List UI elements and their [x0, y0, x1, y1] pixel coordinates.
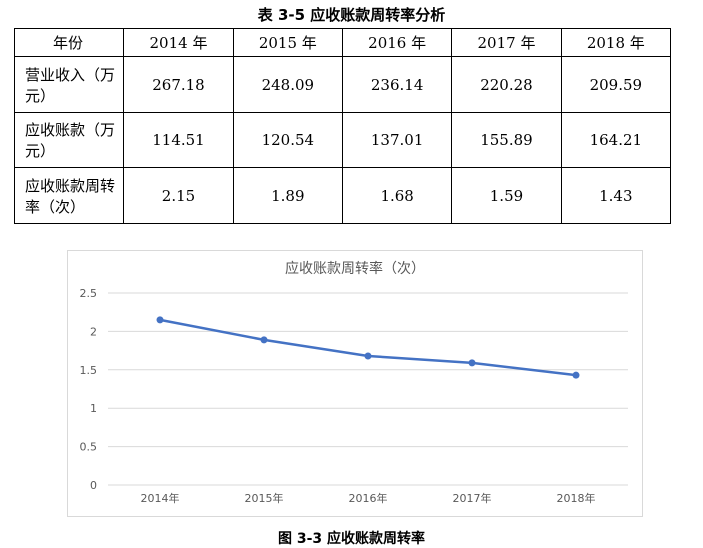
- table-header-row: 年份 2014 年 2015 年 2016 年 2017 年 2018 年: [13, 27, 672, 58]
- y-tick-label: 0.5: [80, 441, 98, 454]
- table-cell: 267.18: [123, 56, 234, 113]
- table-cell: 236.14: [341, 56, 453, 113]
- table-row: 应收账款周转率（次） 2.15 1.89 1.68 1.59 1.43: [13, 167, 672, 224]
- chart-title: 应收账款周转率（次）: [285, 260, 425, 277]
- table-row: 应收账款（万元） 114.51 120.54 137.01 155.89 164…: [13, 111, 672, 169]
- y-tick-label: 0: [90, 479, 97, 492]
- series-line: [159, 318, 577, 377]
- x-tick-label: 2018年: [557, 491, 596, 505]
- table-cell: 248.09: [232, 56, 343, 113]
- header-cell: 2014 年: [123, 27, 234, 58]
- table-cell: 120.54: [232, 111, 343, 169]
- figure-caption: 图 3-3 应收账款周转率: [277, 531, 426, 547]
- y-axis-ticks: 0 0.5 1 1.5 2 2.5: [80, 287, 98, 492]
- header-cell: 2016 年: [341, 27, 453, 58]
- x-tick-label: 2017年: [453, 491, 492, 505]
- series-layer: [156, 316, 580, 379]
- data-point: [260, 336, 268, 344]
- header-cell: 2018 年: [560, 27, 672, 58]
- table-caption: 表 3-5 应收账款周转率分析: [257, 6, 446, 24]
- table-cell: 209.59: [560, 56, 672, 113]
- data-point: [156, 316, 164, 324]
- x-tick-label: 2014年: [141, 491, 180, 505]
- table-cell: 2.15: [123, 167, 234, 224]
- table-cell: 1.43: [560, 167, 672, 224]
- data-point: [468, 359, 476, 367]
- table-row: 营业收入（万元） 267.18 248.09 236.14 220.28 209…: [13, 56, 672, 113]
- y-tick-label: 1: [90, 402, 97, 415]
- table-cell: 1.59: [451, 167, 562, 224]
- row-label: 应收账款（万元）: [13, 111, 125, 169]
- row-label: 应收账款周转率（次）: [13, 167, 125, 224]
- table-cell: 155.89: [451, 111, 562, 169]
- header-cell: 2015 年: [232, 27, 343, 58]
- table-cell: 220.28: [451, 56, 562, 113]
- header-cell: 2017 年: [451, 27, 562, 58]
- table-cell: 1.89: [232, 167, 343, 224]
- turnover-table: 年份 2014 年 2015 年 2016 年 2017 年 2018 年 营业…: [13, 27, 672, 224]
- data-point: [572, 371, 580, 379]
- gridlines: [108, 292, 628, 486]
- x-tick-label: 2016年: [349, 491, 388, 505]
- table-cell: 137.01: [341, 111, 453, 169]
- chart-canvas: 应收账款周转率（次） 00.511.522.5 2014年 2015年 2016年 2…: [80, 260, 628, 505]
- x-axis-ticks: 2014年 2015年 2016年 2017年 2018年: [141, 491, 596, 505]
- header-cell-year: 年份: [13, 27, 125, 58]
- table-cell: 1.68: [341, 167, 453, 224]
- y-tick-label: 2.5: [80, 287, 98, 300]
- line-chart: 应收账款周转率（次） 0 0.5 1 1.5 2 2.5 2014年 2015年 2016年 2…: [67, 250, 643, 517]
- row-label: 营业收入（万元）: [13, 56, 125, 113]
- x-tick-label: 2015年: [245, 491, 284, 505]
- y-tick-label: 2: [90, 325, 97, 338]
- table-cell: 164.21: [560, 111, 672, 169]
- y-tick-label: 1.5: [80, 364, 98, 377]
- data-point: [364, 352, 372, 360]
- table-cell: 114.51: [123, 111, 234, 169]
